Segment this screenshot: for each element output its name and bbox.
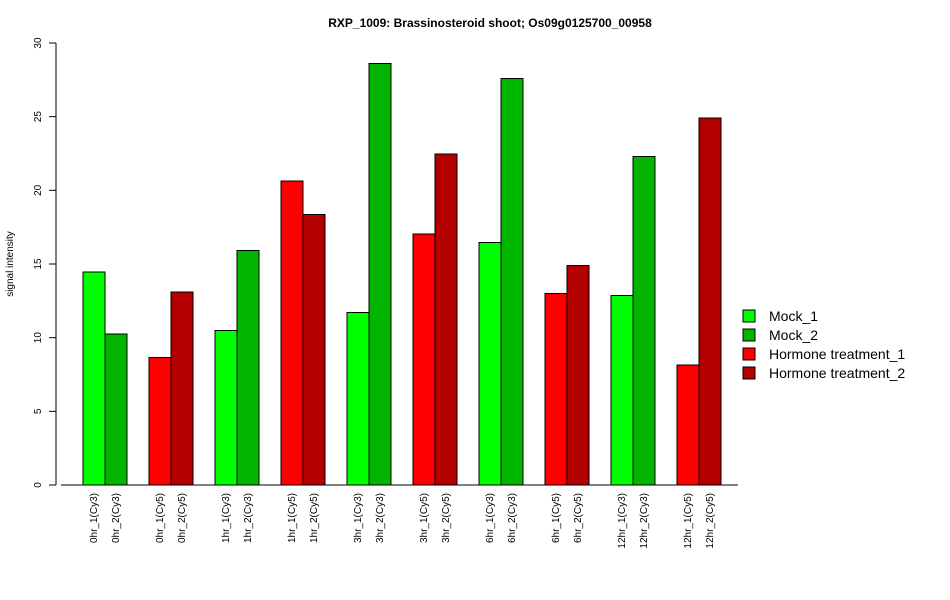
x-tick-label: 6hr_1(Cy5) [551, 493, 562, 543]
x-tick-label: 0hr_1(Cy3) [89, 493, 100, 543]
bar [698, 117, 722, 486]
bar [302, 214, 326, 486]
x-tick-label: 1hr_2(Cy5) [309, 493, 320, 543]
legend-label: Hormone treatment_2 [769, 365, 905, 381]
x-tick-label: 0hr_1(Cy5) [155, 493, 166, 543]
x-tick-label: 1hr_2(Cy3) [243, 493, 254, 543]
bar [104, 333, 128, 486]
y-tick-label: 30 [33, 37, 44, 49]
bar [170, 291, 194, 486]
legend-label: Mock_2 [769, 327, 818, 343]
x-tick-label: 12hr_1(Cy3) [617, 493, 628, 549]
x-tick-label: 12hr_1(Cy5) [683, 493, 694, 549]
bar [434, 153, 458, 486]
x-tick-label: 0hr_2(Cy5) [177, 493, 188, 543]
legend-swatch [742, 366, 756, 380]
bar [500, 77, 524, 486]
bar [544, 292, 568, 486]
legend-label: Mock_1 [769, 308, 818, 324]
bar [676, 364, 700, 486]
y-tick-label: 15 [33, 258, 44, 270]
legend-swatch [742, 328, 756, 342]
bar [412, 233, 436, 486]
bar [610, 295, 634, 486]
bar [236, 250, 260, 486]
y-tick-label: 0 [33, 482, 44, 488]
x-tick-label: 1hr_1(Cy5) [287, 493, 298, 543]
x-tick-label: 6hr_1(Cy3) [485, 493, 496, 543]
y-tick-label: 25 [33, 111, 44, 123]
y-axis-label: signal intensity [5, 231, 16, 297]
legend-label: Hormone treatment_1 [769, 346, 905, 362]
y-axis: 0 5 10 15 20 25 30 [33, 37, 57, 488]
y-tick-label: 10 [33, 332, 44, 344]
bar [148, 357, 172, 486]
x-axis-labels: 0hr_1(Cy3) 0hr_2(Cy3) 0hr_1(Cy5) 0hr_2(Cy5)… [89, 493, 716, 549]
legend: Mock_1 Mock_2 Hormone treatment_1 Hormone t… [742, 308, 905, 381]
x-tick-label: 3hr_2(Cy5) [441, 493, 452, 543]
y-tick-label: 5 [33, 408, 44, 414]
bar [346, 312, 370, 486]
x-tick-label: 0hr_2(Cy3) [111, 493, 122, 543]
bar [214, 329, 238, 486]
bar [632, 155, 656, 486]
bar [82, 271, 106, 486]
bar [368, 63, 392, 486]
legend-swatch [742, 309, 756, 323]
x-tick-label: 12hr_2(Cy5) [705, 493, 716, 549]
bar [566, 264, 590, 486]
plot-area [61, 63, 738, 486]
x-tick-label: 6hr_2(Cy3) [507, 493, 518, 543]
bar [478, 242, 502, 486]
y-tick-label: 20 [33, 184, 44, 196]
x-tick-label: 1hr_1(Cy3) [221, 493, 232, 543]
x-tick-label: 3hr_1(Cy5) [419, 493, 430, 543]
x-tick-label: 12hr_2(Cy3) [639, 493, 650, 549]
x-tick-label: 6hr_2(Cy5) [573, 493, 584, 543]
x-tick-label: 3hr_1(Cy3) [353, 493, 364, 543]
bar [280, 180, 304, 486]
chart-title: RXP_1009: Brassinosteroid shoot; Os09g01… [328, 16, 652, 30]
x-tick-label: 3hr_2(Cy3) [375, 493, 386, 543]
legend-swatch [742, 347, 756, 361]
